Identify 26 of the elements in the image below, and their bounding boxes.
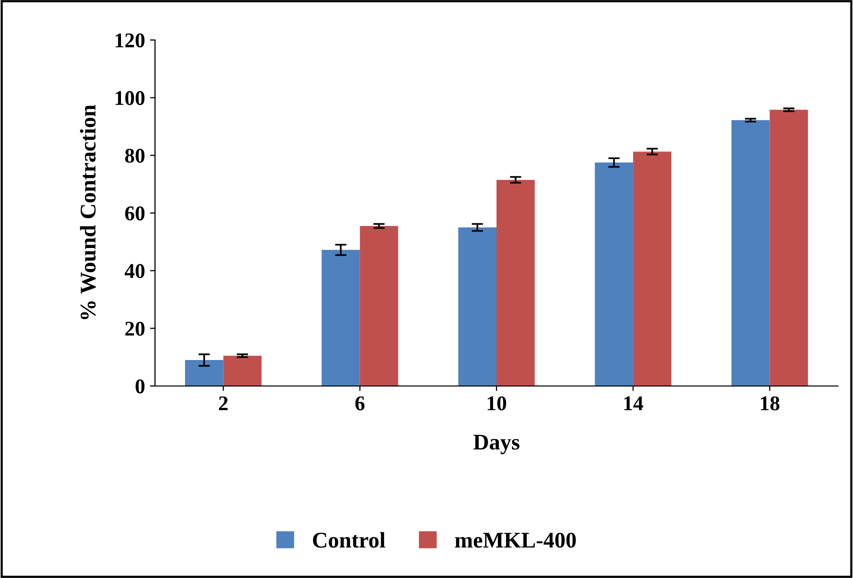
x-tick-label: 10 xyxy=(488,396,506,410)
legend-label: meMKL-400 xyxy=(455,532,576,548)
bar xyxy=(223,356,262,386)
y-tick-label: 60 xyxy=(125,206,144,220)
bar xyxy=(731,120,770,386)
y-tick-label: 40 xyxy=(124,264,144,278)
y-tick-label: 80 xyxy=(125,148,144,163)
legend-label: Control xyxy=(312,532,386,548)
bar xyxy=(633,152,672,386)
x-tick-label: 6 xyxy=(355,396,364,410)
bar xyxy=(360,226,398,386)
x-tick-label: 14 xyxy=(624,396,644,410)
x-axis-title: Days xyxy=(473,434,520,454)
y-tick-label: 100 xyxy=(116,91,144,106)
bar xyxy=(496,180,535,386)
x-tick-label: 18 xyxy=(760,396,780,410)
y-axis-title: % Wound Contraction xyxy=(80,104,96,320)
x-tick-label: 2 xyxy=(218,396,228,410)
y-tick-label: 0 xyxy=(136,379,144,394)
y-tick-label: 120 xyxy=(116,33,144,48)
bar xyxy=(322,250,360,386)
bar xyxy=(185,360,224,386)
y-tick-label: 20 xyxy=(125,322,144,336)
bar xyxy=(458,227,496,386)
bar xyxy=(594,162,634,386)
bar xyxy=(770,110,808,386)
